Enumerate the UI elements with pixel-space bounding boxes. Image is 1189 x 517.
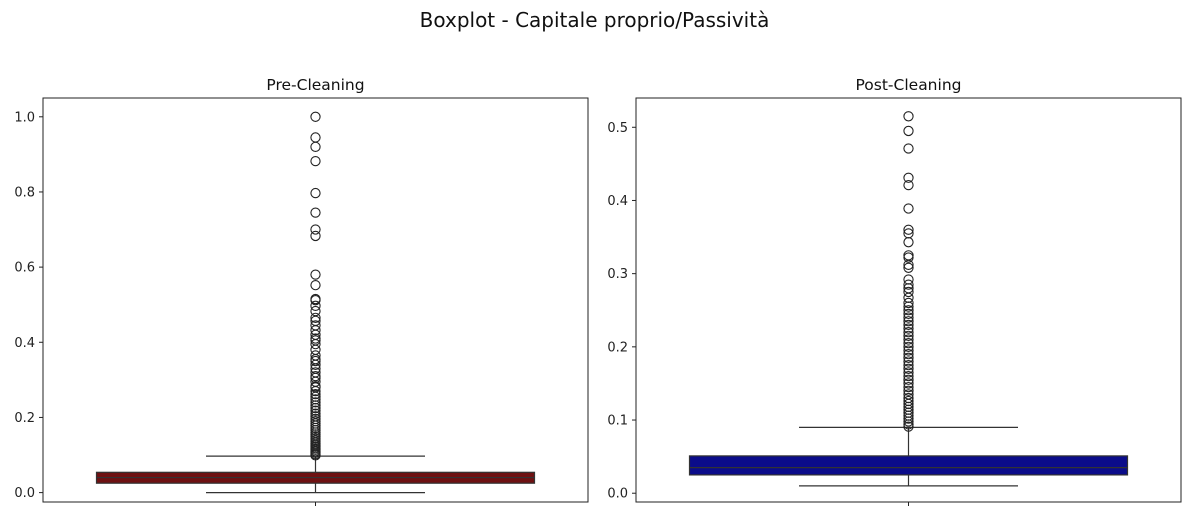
y-tick-label: 1.0	[14, 110, 35, 125]
outlier-point	[903, 338, 914, 349]
outlier-point	[310, 359, 321, 370]
plot-frame	[635, 97, 1182, 503]
outlier-point	[903, 323, 914, 334]
outlier-point	[903, 363, 914, 374]
outlier-point	[310, 355, 321, 367]
outlier-point	[903, 279, 914, 290]
outlier-point	[310, 400, 321, 411]
outlier-point	[903, 334, 914, 345]
outlier-point	[310, 312, 321, 324]
outlier-point	[903, 385, 914, 396]
outlier-point	[310, 295, 321, 306]
y-tick-label: 0.4	[607, 194, 628, 209]
y-tick-label: 0.1	[607, 414, 628, 429]
outlier-point	[903, 286, 914, 298]
outlier-point	[310, 344, 321, 355]
outlier-point	[310, 339, 321, 350]
outlier-point	[903, 250, 914, 261]
outlier-point	[310, 111, 321, 122]
outlier-point	[310, 402, 321, 414]
figure-title: Boxplot - Capitale proprio/Passività	[419, 8, 770, 32]
outlier-point	[310, 450, 321, 461]
outlier-point	[310, 305, 321, 317]
outlier-point	[310, 269, 321, 280]
outlier-point	[310, 207, 321, 218]
outlier-point	[310, 155, 321, 167]
chart-panel-1: Pre-Cleaning 0.0 0.2 0.4 0.6 0.8 1.0	[14, 76, 589, 506]
y-tick-label: 0.6	[14, 261, 35, 276]
outlier-point	[903, 381, 914, 393]
outlier-point	[903, 330, 914, 342]
outlier-point	[903, 349, 914, 360]
y-tick-label: 0.3	[607, 267, 628, 282]
outlier-point	[310, 187, 321, 199]
outlier-point	[310, 300, 321, 311]
outlier-point	[903, 301, 914, 312]
subplot-title: Pre-Cleaning	[266, 76, 364, 94]
outlier-point	[310, 394, 321, 405]
outlier-point	[310, 391, 321, 402]
outlier-point	[903, 319, 914, 331]
outlier-point	[903, 305, 914, 316]
outlier-point	[903, 143, 914, 154]
outlier-point	[903, 356, 914, 367]
outlier-point	[310, 230, 321, 242]
outlier-point	[310, 388, 321, 400]
outlier-point	[903, 224, 914, 235]
outlier-point	[903, 352, 914, 363]
y-tick-label: 0.2	[14, 411, 35, 426]
outlier-point	[903, 237, 914, 248]
outlier-point	[903, 203, 914, 214]
outlier-point	[903, 359, 914, 371]
outlier-point	[903, 172, 914, 183]
outlier-point	[310, 224, 321, 235]
outlier-point	[903, 367, 914, 378]
outlier-point	[310, 405, 321, 416]
y-tick-label: 0.4	[14, 336, 35, 351]
outlier-point	[903, 345, 914, 356]
outlier-point	[903, 259, 914, 271]
outlier-point	[310, 325, 321, 336]
outlier-point	[903, 312, 914, 323]
outlier-point	[903, 262, 914, 273]
outlier-point	[903, 378, 914, 389]
y-tick-label: 0.0	[14, 486, 35, 501]
box	[688, 455, 1129, 476]
y-tick-label: 0.2	[607, 340, 628, 355]
y-tick-label: 0.5	[607, 121, 628, 136]
outlier-point	[903, 111, 914, 122]
outlier-point	[310, 280, 321, 291]
outlier-point	[310, 408, 321, 419]
outlier-point	[903, 179, 914, 191]
subplot-title: Post-Cleaning	[856, 76, 962, 94]
outlier-point	[903, 316, 914, 327]
outlier-point	[903, 341, 914, 352]
outlier-point	[310, 132, 321, 143]
outlier-point	[903, 327, 914, 338]
outlier-point	[310, 397, 321, 408]
outlier-point	[903, 374, 914, 385]
outlier-point	[903, 252, 914, 263]
outlier-point	[903, 297, 914, 309]
y-tick-label: 0.0	[607, 487, 628, 502]
outlier-point	[310, 141, 321, 153]
outlier-point	[310, 385, 321, 397]
outlier-point	[903, 125, 914, 137]
y-tick-label: 0.8	[14, 185, 35, 200]
plot-frame	[42, 97, 589, 503]
outlier-point	[903, 421, 914, 432]
chart-panel-2: Post-Cleaning 0.0 0.1 0.2 0.3 0.4 0.5	[607, 76, 1182, 506]
outlier-point	[903, 308, 914, 320]
outlier-point	[903, 416, 914, 427]
outlier-point	[903, 370, 914, 382]
outlier-point	[903, 413, 914, 424]
